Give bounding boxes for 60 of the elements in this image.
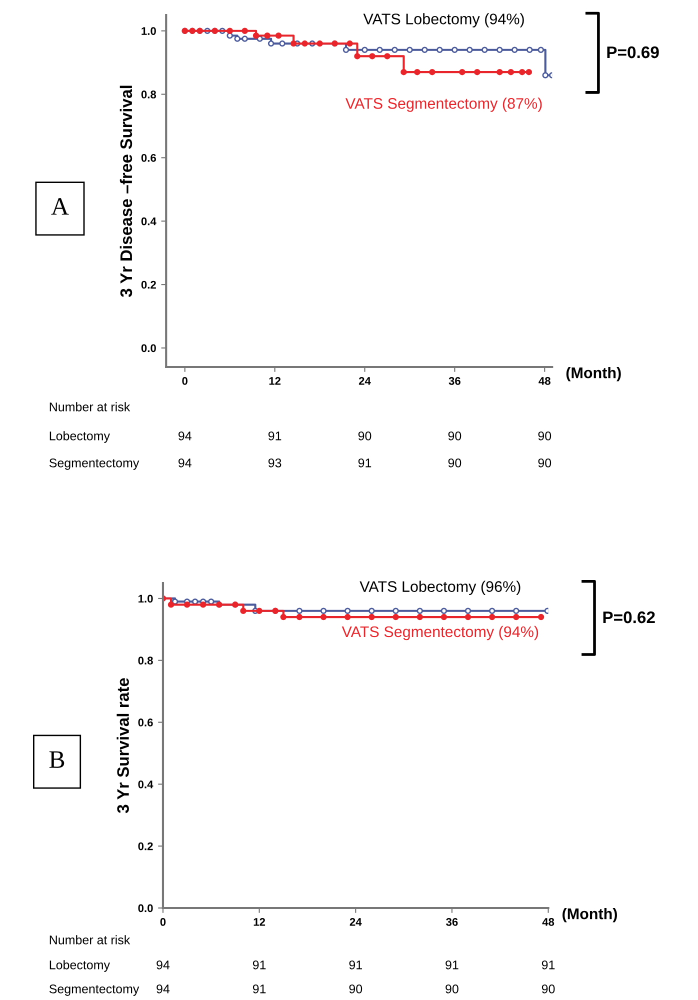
text: Number at risk [50,402,130,412]
x-tick-label: 24 [358,377,371,385]
x-axis-title: (Month) [566,367,621,382]
x-tick-label: 48 [538,377,550,385]
text: Segmentectomy [49,458,140,470]
text: Lobectomy [50,960,110,972]
text: 90 [448,432,462,440]
text: 91 [358,458,372,468]
text: 91 [542,960,555,970]
text: 93 [268,458,282,468]
series-label: VATS Segmentectomy (94%) [342,626,538,640]
y-tick-label: 0.6 [138,718,153,726]
text: 91 [252,960,266,970]
text: Lobectomy [50,431,110,443]
text: 91 [446,960,458,970]
y-tick-label: 0.4 [141,217,156,226]
text: 90 [542,984,555,994]
x-tick-label: 24 [350,918,362,926]
y-tick-label: 0.2 [141,280,156,289]
x-tick-label: 0 [182,377,188,385]
y-tick-label: 0.0 [141,344,156,352]
y-tick-label: 0.4 [138,780,154,788]
x-tick-label: 12 [269,377,281,385]
text: 90 [538,432,552,440]
y-axis-title: 3 Yr Disease –free Survival [120,86,132,298]
y-tick-label: 0.8 [141,90,156,98]
text: P=0.62 [603,611,655,624]
text: Number at risk [50,935,130,944]
text: B [49,751,64,768]
text: 90 [349,984,362,994]
y-tick-label: 1.0 [138,594,153,603]
text: 91 [252,984,266,994]
text: A [51,198,69,215]
y-tick-label: 0.6 [141,154,156,162]
x-tick-label: 36 [448,377,460,385]
y-tick-label: 0.0 [138,904,153,912]
text: 94 [178,458,192,468]
text: 91 [349,960,362,970]
y-tick-label: 1.0 [142,27,156,35]
text: 90 [448,458,462,468]
text: 94 [156,960,170,970]
text: 90 [446,984,458,994]
x-tick-label: 36 [446,918,458,926]
text: 94 [178,432,192,440]
text: 90 [538,458,552,468]
text: P=0.69 [607,46,659,58]
y-tick-label: 0.8 [138,656,153,665]
series-label: VATS Lobectomy (96%) [360,580,520,595]
series-label: VATS Segmentectomy (87%) [345,98,542,112]
x-tick-label: 48 [542,918,554,926]
x-tick-label: 12 [254,918,266,926]
text: 91 [268,432,282,440]
text: 90 [358,432,372,440]
y-axis-title: 3 Yr Survival rate [116,678,129,814]
x-tick-label: 0 [160,918,166,926]
series-label: VATS Lobectomy (94%) [363,13,524,28]
text: 94 [156,984,170,994]
x-axis-title: (Month) [562,908,617,922]
text: Segmentectomy [49,984,140,996]
y-tick-label: 0.2 [138,842,153,850]
